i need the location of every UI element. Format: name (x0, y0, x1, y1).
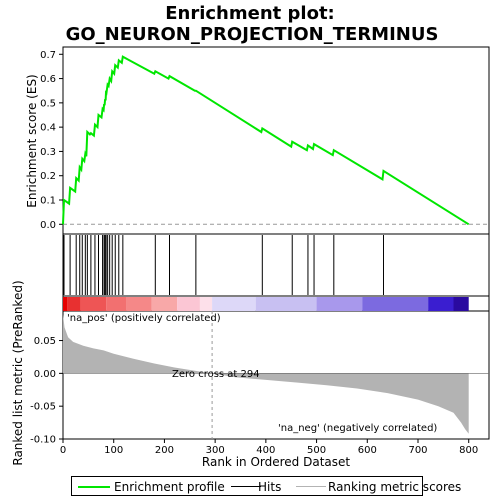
heatmap-segment (80, 297, 107, 311)
es-tick-label: 0.7 (40, 50, 56, 61)
heatmap-segment (255, 297, 317, 311)
heatmap-segment (67, 297, 81, 311)
es-panel-frame (62, 46, 490, 235)
x-tick-label: 500 (307, 445, 326, 456)
negative-correlation-label: 'na_neg' (negatively correlated) (278, 423, 437, 434)
heatmap-segment (428, 297, 454, 311)
es-tick-label: 0.3 (40, 147, 56, 158)
legend-metric-swatch (296, 486, 326, 487)
legend-es-swatch (78, 486, 110, 488)
heatmap-segment (199, 297, 213, 311)
heatmap-segment (126, 297, 152, 311)
metric-tick-label: 0.05 (34, 336, 56, 347)
legend-hits-swatch (231, 486, 261, 487)
heatmap-segment (63, 297, 68, 311)
metric-tick-label: -0.10 (30, 435, 56, 446)
heatmap-segment (106, 297, 127, 311)
x-tick-label: 600 (358, 445, 377, 456)
enrichment-profile-line (62, 55, 470, 226)
chart-title-line2: GO_NEURON_PROJECTION_TERMINUS (66, 24, 439, 45)
rank-heatmap (63, 297, 469, 311)
heatmap-segment (151, 297, 178, 311)
metric-y-axis-label: Ranked list metric (PreRanked) (11, 280, 25, 465)
es-tick-label: 0.6 (40, 74, 56, 85)
zero-cross-label: Zero cross at 294 (172, 369, 260, 380)
es-tick-label: 0.2 (40, 171, 56, 182)
x-tick-label: 300 (206, 445, 225, 456)
es-y-axis-label: Enrichment score (ES) (25, 74, 39, 207)
enrichment-profile-series (62, 55, 470, 226)
legend: Enrichment profile Hits Ranking metric s… (71, 476, 461, 496)
ranking-metric-series (63, 311, 489, 439)
x-tick-label: 800 (459, 445, 478, 456)
es-y-ticks: 0.0 0.1 0.2 0.3 0.4 0.5 0.6 0.7 (40, 50, 63, 231)
legend-item-ranking-metric: Ranking metric scores (328, 480, 462, 494)
x-tick-label: 100 (104, 445, 123, 456)
hits-series (63, 235, 385, 295)
es-tick-label: 0.4 (40, 123, 56, 134)
x-tick-label: 700 (408, 445, 427, 456)
x-tick-label: 200 (155, 445, 174, 456)
es-tick-label: 0.1 (40, 196, 56, 207)
metric-tick-label: 0.00 (34, 369, 56, 380)
x-axis-label: Rank in Ordered Dataset (202, 455, 350, 469)
es-tick-label: 0.0 (40, 220, 56, 231)
heatmap-segment (212, 297, 256, 311)
chart-title-line1: Enrichment plot: (165, 3, 335, 24)
x-tick-label: 400 (256, 445, 275, 456)
metric-y-ticks: 0.05 0.00 -0.05 -0.10 (30, 336, 63, 446)
positive-correlation-label: 'na_pos' (positively correlated) (67, 313, 221, 324)
heatmap-segment (177, 297, 200, 311)
heatmap-segment (453, 297, 469, 311)
legend-item-enrichment-profile: Enrichment profile (114, 480, 225, 494)
heatmap-segment (362, 297, 429, 311)
legend-item-hits: Hits (258, 480, 282, 494)
x-axis-ticks: 0 100 200 300 400 500 600 700 800 (60, 439, 478, 456)
es-tick-label: 0.5 (40, 98, 56, 109)
x-tick-label: 0 (60, 445, 66, 456)
ranking-metric-area (63, 314, 469, 434)
heatmap-segment (316, 297, 363, 311)
metric-tick-label: -0.05 (30, 402, 56, 413)
hits-panel-frame (62, 233, 490, 297)
